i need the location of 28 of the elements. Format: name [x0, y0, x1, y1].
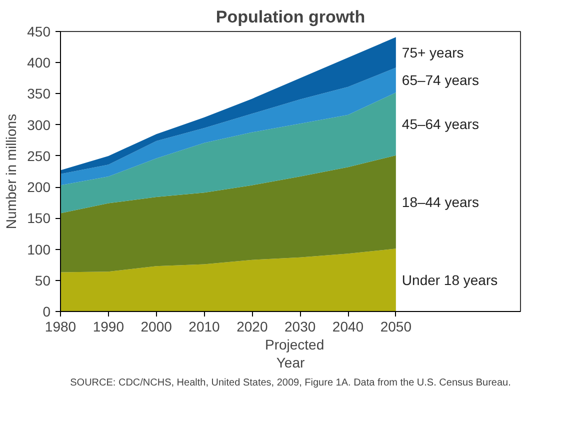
y-axis-title: Number in millions [3, 114, 20, 230]
y-tick-label: 400 [27, 54, 51, 71]
series-label: 75+ years [402, 44, 464, 60]
x-tick-label: 2040 [332, 318, 364, 334]
series-label: 45–64 years [402, 116, 479, 132]
y-tick-label: 450 [27, 24, 51, 40]
y-tick-label: 250 [27, 148, 51, 164]
y-tick-label: 100 [27, 241, 51, 258]
y-tick-label: 350 [27, 86, 51, 102]
x-tick-label: 2050 [380, 318, 412, 334]
series-label: 18–44 years [402, 194, 479, 210]
series-label: 65–74 years [402, 72, 479, 88]
x-tick-label: 1990 [92, 318, 124, 334]
source-note: SOURCE: CDC/NCHS, Health, United States, 2009, Figure 1A. Data from the U.S. Census Bureau. [70, 378, 511, 388]
y-tick-label: 150 [27, 210, 51, 226]
x-axis-title: Year [276, 354, 305, 370]
x-tick-label: 1980 [44, 318, 76, 334]
y-tick-label: 300 [27, 116, 51, 133]
series-label: Under 18 years [402, 272, 498, 288]
chart-title: Population growth [216, 8, 366, 26]
y-tick-label: 200 [27, 179, 51, 196]
y-tick-label: 0 [42, 304, 51, 320]
x-tick-label: 2030 [284, 318, 316, 334]
x-tick-label: 2000 [140, 318, 172, 334]
y-tick-label: 50 [34, 272, 51, 288]
x-tick-label: 2010 [188, 318, 220, 334]
text: Projected [264, 336, 324, 352]
x-tick-label: 2020 [236, 318, 268, 334]
